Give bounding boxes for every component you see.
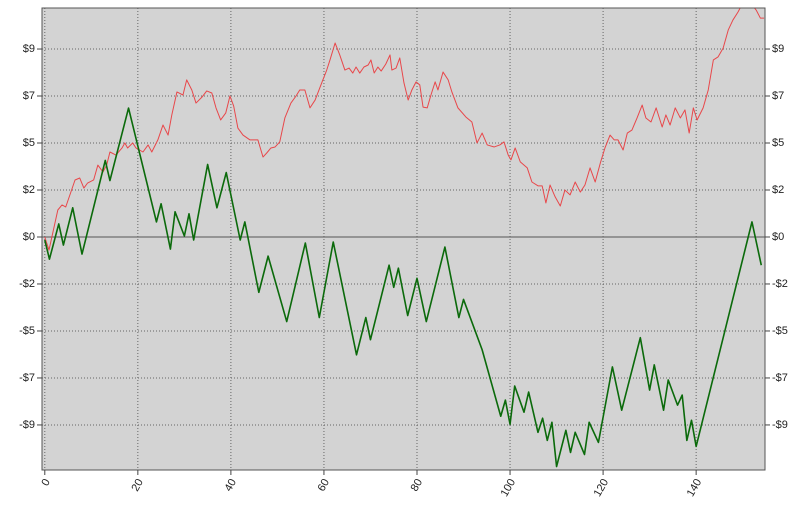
x-tick-label: 40 — [222, 477, 239, 494]
y-tick-label: $7 — [23, 90, 35, 102]
y2-tick-label: $5 — [772, 137, 784, 149]
x-tick-label: 140 — [685, 477, 705, 499]
series-line — [44, 8, 765, 251]
x-tick-label: 20 — [129, 477, 146, 494]
y-tick-label: $2 — [23, 184, 35, 196]
y2-tick-label: $2 — [772, 184, 784, 196]
labels: -$9 -$9 -$7 -$7 -$5 -$5 -$2 -$2 $0 $0 $2 $2 $5 $5 $7 $7… — [19, 43, 788, 499]
y2-tick-label: $9 — [772, 43, 784, 55]
y2-tick-label: -$2 — [772, 278, 788, 290]
x-tick-label: 100 — [499, 477, 519, 499]
y-tick-label: -$2 — [19, 278, 35, 290]
x-tick-label: 0 — [39, 477, 52, 488]
plot-area — [42, 8, 765, 470]
y-tick-label: -$5 — [19, 325, 35, 337]
plot-lines — [44, 8, 765, 468]
y-tick-label: -$7 — [19, 372, 35, 384]
y-tick-label: $9 — [23, 43, 35, 55]
y2-tick-label: $7 — [772, 90, 784, 102]
grid — [42, 8, 765, 470]
y2-tick-label: -$9 — [772, 419, 788, 431]
plot-border — [41, 7, 766, 471]
series-line — [44, 107, 763, 468]
x-tick-label: 60 — [316, 477, 333, 494]
y-tick-label: -$9 — [19, 419, 35, 431]
y-tick-label: $5 — [23, 137, 35, 149]
y2-tick-label: -$7 — [772, 372, 788, 384]
y-tick-label: $0 — [23, 231, 35, 243]
y2-tick-label: $0 — [772, 231, 784, 243]
y2-tick-label: -$5 — [772, 325, 788, 337]
x-tick-label: 120 — [592, 477, 612, 499]
x-tick-label: 80 — [409, 477, 426, 494]
